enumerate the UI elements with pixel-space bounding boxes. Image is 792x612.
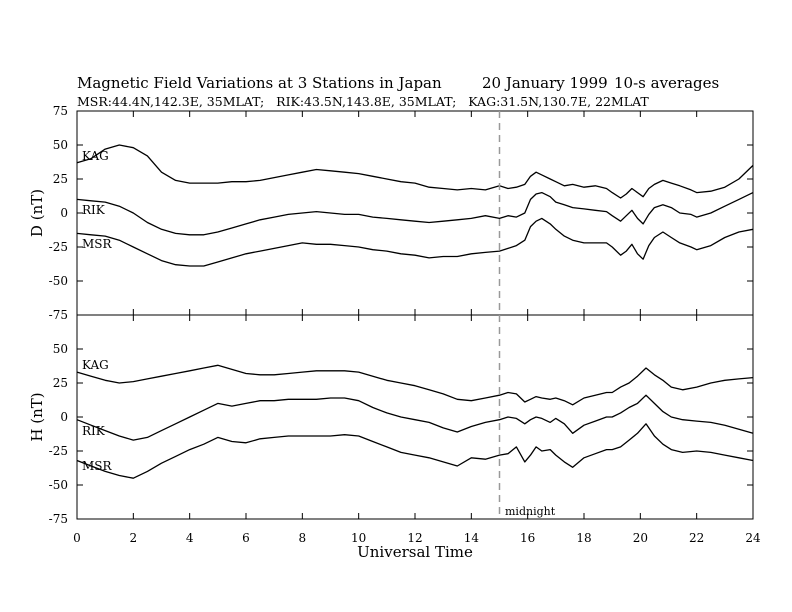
h-series-rik — [76, 394, 754, 441]
d-ytick-label: -75 — [49, 308, 68, 322]
d-ytick-label: 75 — [53, 104, 68, 118]
d-series-kag — [76, 144, 754, 199]
xtick-label: 22 — [689, 531, 704, 545]
h-ytick-label: -25 — [49, 444, 68, 458]
h-axis-label: H (nT) — [28, 392, 46, 441]
xtick-label: 20 — [633, 531, 648, 545]
chart-date: 20 January 1999 — [482, 74, 608, 92]
x-axis-label: Universal Time — [357, 543, 473, 561]
h-series-msr — [76, 423, 754, 479]
xtick-label: 10 — [351, 531, 366, 545]
h-series-label-kag: KAG — [82, 358, 109, 372]
h-ytick-label: 0 — [60, 410, 68, 424]
chart-subtitle: MSR:44.4N,142.3E, 35MLAT; RIK:43.5N,143.… — [77, 94, 649, 109]
d-series-label-msr: MSR — [82, 237, 113, 251]
d-series-label-rik: RIK — [82, 203, 106, 217]
h-ytick-label: 50 — [53, 342, 68, 356]
xtick-label: 16 — [520, 531, 535, 545]
xtick-label: 4 — [186, 531, 194, 545]
d-ytick-label: -25 — [49, 240, 68, 254]
xtick-label: 24 — [745, 531, 761, 545]
xtick-label: 8 — [299, 531, 307, 545]
h-ytick-label: -50 — [49, 478, 68, 492]
xtick-label: 12 — [407, 531, 422, 545]
d-ytick-label: 25 — [53, 172, 68, 186]
d-axis-label: D (nT) — [28, 189, 46, 237]
chart-averaging: 10-s averages — [614, 74, 719, 92]
h-series-label-msr: MSR — [82, 459, 113, 473]
d-ytick-label: -50 — [49, 274, 68, 288]
d-panel-frame — [76, 110, 754, 316]
xtick-label: 2 — [130, 531, 138, 545]
xtick-label: 6 — [242, 531, 250, 545]
h-series-kag — [76, 364, 754, 406]
d-series-label-kag: KAG — [82, 149, 109, 163]
chart-title: Magnetic Field Variations at 3 Stations … — [77, 74, 442, 92]
d-ytick-label: 0 — [60, 206, 68, 220]
h-series-label-rik: RIK — [82, 424, 106, 438]
d-series-msr — [76, 217, 754, 267]
midnight-label: midnight — [505, 505, 556, 518]
xtick-label: 18 — [576, 531, 591, 545]
xtick-label: 14 — [464, 531, 480, 545]
d-ytick-label: 50 — [53, 138, 68, 152]
h-ytick-label: 25 — [53, 376, 68, 390]
h-panel-frame — [76, 314, 754, 520]
d-series-rik — [76, 191, 754, 236]
h-ytick-label: -75 — [49, 512, 68, 526]
xtick-label: 0 — [73, 531, 81, 545]
